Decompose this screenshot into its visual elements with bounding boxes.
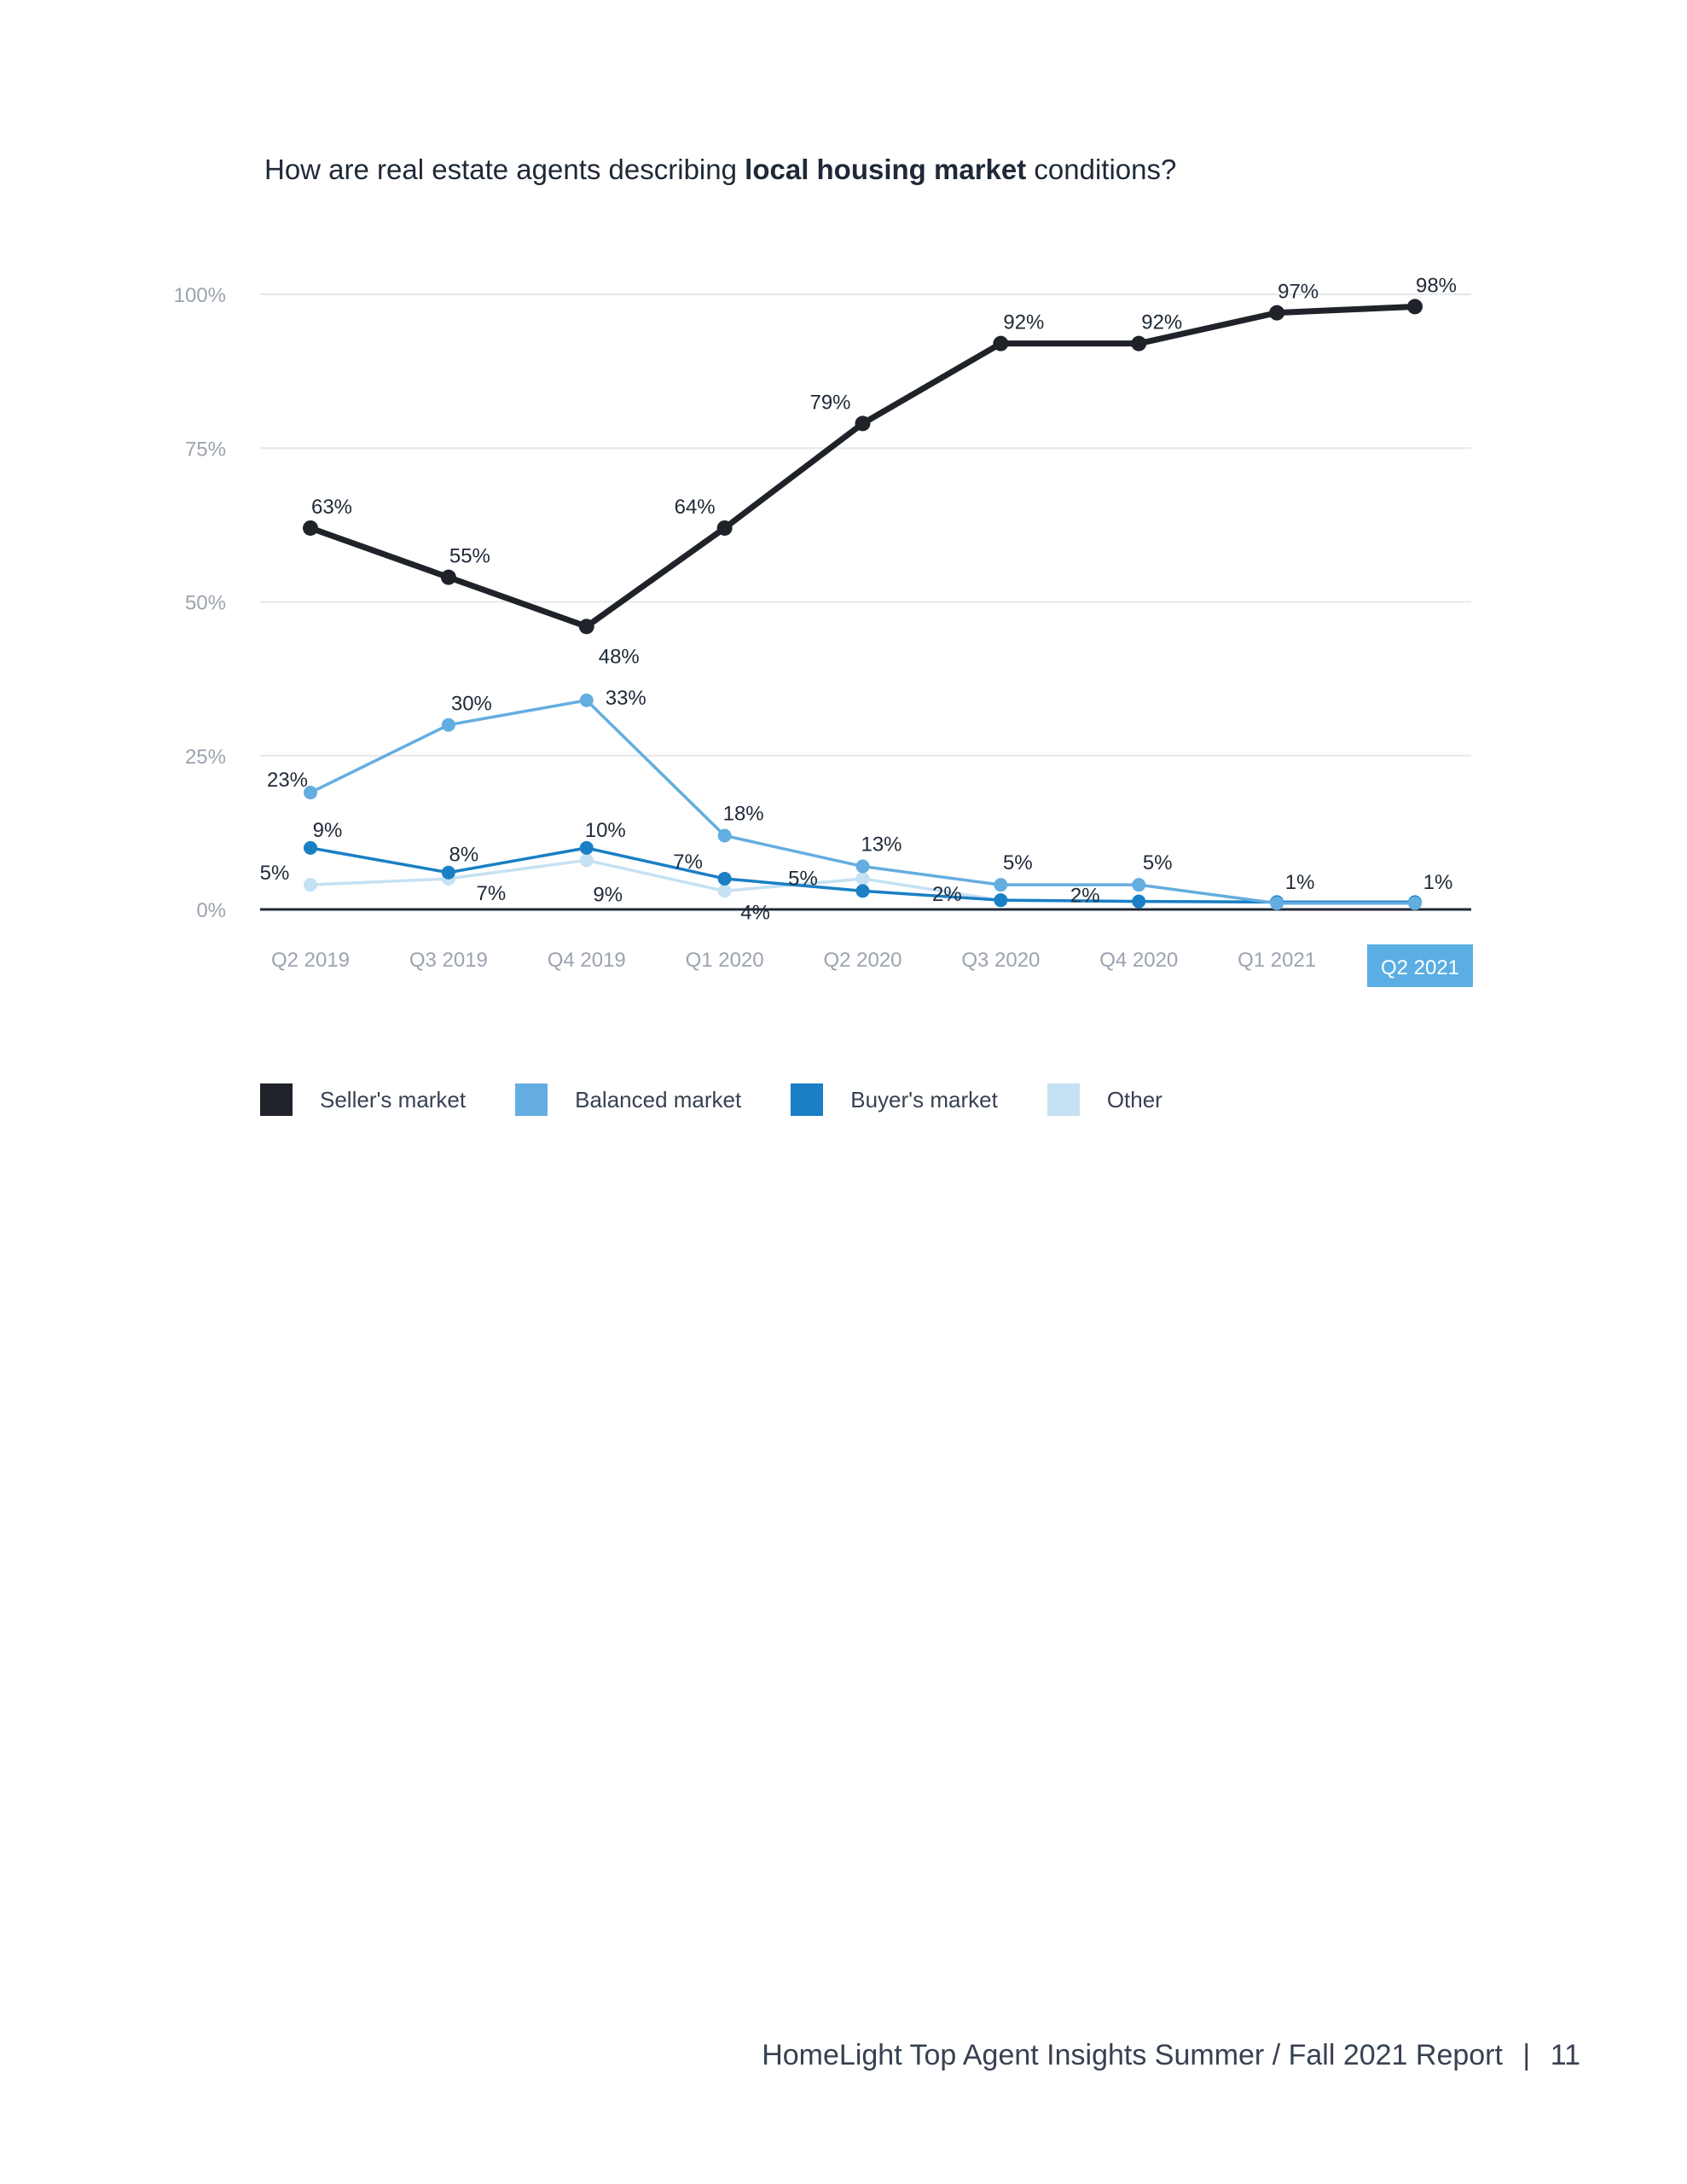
data-point [716,520,733,536]
legend-swatch-sellers [260,1083,293,1116]
footer-report-title: HomeLight Top Agent Insights Summer / Fa… [762,2039,1503,2071]
y-tick-label: 50% [185,592,226,615]
data-label: 5% [788,867,818,890]
data-point [579,853,594,868]
chart-legend: Seller's market Balanced market Buyer's … [260,1083,1212,1116]
chart-title-bold: local housing market [745,154,1027,185]
data-label: 64% [675,496,716,519]
data-point [855,884,870,898]
x-tick-label: Q2 2019 [271,949,350,972]
data-point [1132,878,1146,892]
data-label: 7% [477,882,507,905]
legend-item-balanced: Balanced market [515,1083,741,1116]
data-label: 30% [451,693,492,716]
data-label: 33% [606,687,646,710]
data-point [304,878,317,892]
data-label: 92% [1003,311,1044,334]
data-label: 18% [723,802,764,825]
footer-separator: | [1522,2039,1531,2071]
data-point [993,335,1009,351]
data-point [1269,305,1285,321]
data-point [855,415,871,432]
x-tick-label: Q2 2020 [823,949,901,972]
data-point [994,893,1008,908]
data-label: 97% [1278,281,1319,304]
data-point [440,569,456,585]
line-chart: 0% 25% 50% 75% 100% Q2 2019 Q3 2019 Q4 2019 Q1 2… [174,274,1473,987]
data-label: 5% [1003,851,1033,874]
data-label: 2% [932,883,962,906]
legend-label-balanced: Balanced market [575,1086,742,1112]
x-tick-highlight [1367,944,1473,987]
x-tick-label: Q2 2021 [1381,956,1459,979]
data-point [717,871,732,886]
x-tick-label: Q1 2021 [1238,949,1316,972]
data-point [441,865,455,880]
data-label: 8% [449,844,479,867]
data-point [855,859,870,874]
data-label: 63% [311,496,352,519]
data-point [994,878,1008,892]
chart-title-suffix: conditions? [1026,154,1177,185]
data-point [579,693,594,707]
data-label: 7% [673,851,703,874]
data-point [855,871,870,886]
legend-item-sellers: Seller's market [260,1083,466,1116]
data-label: 98% [1416,274,1457,297]
x-tick-label: Q1 2020 [686,949,764,972]
legend-label-other: Other [1106,1086,1162,1112]
data-label: 1% [1285,871,1315,894]
y-tick-label: 100% [174,284,226,307]
data-point [303,520,318,536]
legend-item-buyers: Buyer's market [791,1083,998,1116]
data-label: 23% [267,769,308,792]
data-label: 92% [1141,311,1182,334]
x-tick-label: Q3 2020 [961,949,1040,972]
data-point [304,786,317,800]
y-tick-label: 0% [196,899,226,922]
data-point [1270,896,1284,910]
data-label: 4% [740,901,770,924]
x-tick-label: Q3 2019 [409,949,488,972]
data-label: 5% [260,862,290,885]
data-point [304,840,317,855]
data-point [578,619,594,635]
y-tick-label: 25% [185,746,226,769]
chart-title: How are real estate agents describing lo… [264,154,1176,186]
data-label: 9% [313,819,343,842]
data-label: 55% [449,545,490,568]
data-label: 2% [1070,885,1100,908]
x-tick-label: Q4 2019 [548,949,626,972]
legend-label-sellers: Seller's market [320,1086,467,1112]
data-label: 1% [1423,871,1453,894]
x-tick-label: Q4 2020 [1099,949,1178,972]
data-label: 10% [585,819,626,842]
data-label: 48% [599,645,640,668]
data-point [1407,299,1423,315]
legend-swatch-balanced [515,1083,548,1116]
data-label: 5% [1143,851,1173,874]
page-footer: HomeLight Top Agent Insights Summer / Fa… [762,2039,1580,2072]
data-point [1132,894,1146,909]
data-label: 13% [861,834,901,857]
y-tick-label: 75% [185,438,226,461]
data-point [579,840,594,855]
legend-swatch-buyers [791,1083,824,1116]
footer-page-number: 11 [1550,2039,1580,2071]
legend-label-buyers: Buyer's market [850,1086,998,1112]
data-point [717,828,732,843]
data-label: 9% [593,883,623,906]
chart-title-prefix: How are real estate agents describing [264,154,745,185]
legend-item-other: Other [1046,1083,1162,1116]
series-line-0 [309,303,1416,630]
data-point [1131,335,1147,351]
data-point [1408,896,1422,910]
data-point [717,884,732,898]
legend-swatch-other [1046,1083,1080,1116]
data-point [441,717,455,732]
data-label: 79% [809,391,850,414]
